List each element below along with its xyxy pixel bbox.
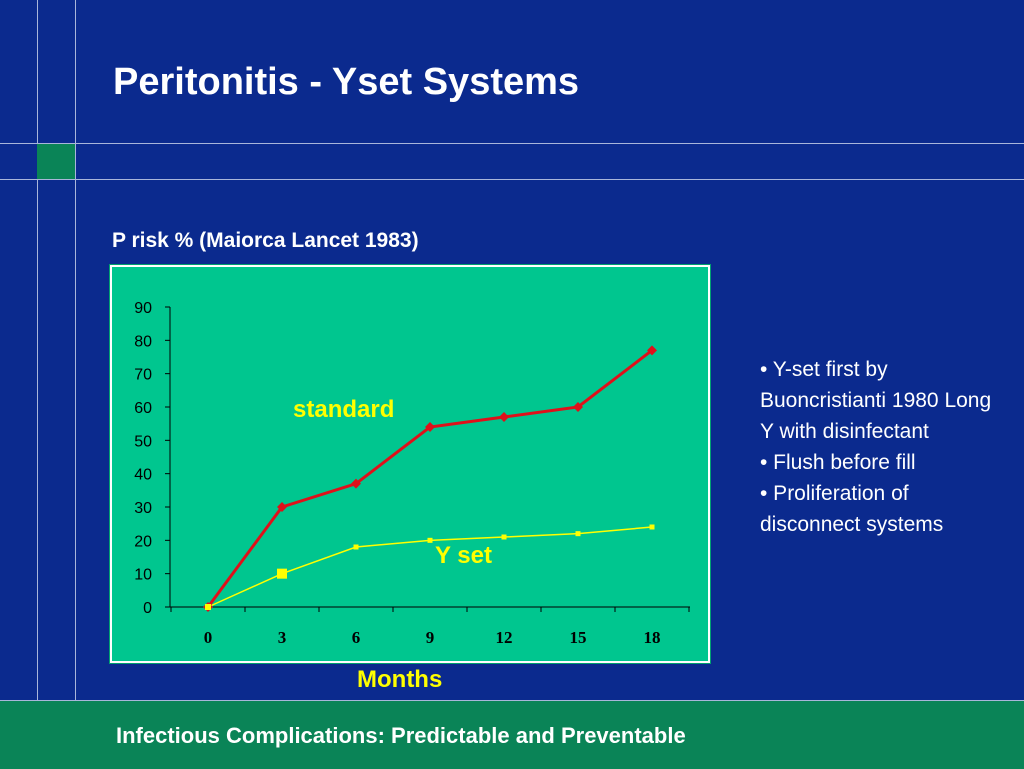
y-tick-label: 50 [134, 433, 152, 450]
data-point-standard [499, 412, 509, 422]
decor-vertical-line-1 [37, 0, 38, 700]
series-label-standard: standard [293, 396, 394, 423]
slide-title: Peritonitis - Yset Systems [113, 61, 580, 103]
y-tick-label: 60 [134, 400, 152, 417]
x-axis-label: Months [357, 666, 443, 693]
x-tick-label: 6 [352, 628, 361, 647]
y-tick-label: 0 [143, 600, 152, 617]
bullet-item-1: • Y-set first by Buoncristianti 1980 Lon… [760, 358, 992, 443]
y-tick-label: 90 [134, 300, 152, 317]
chart-frame: 0 10 20 30 40 50 60 70 80 90 0 3 6 9 12 15 18 standard … [109, 264, 711, 664]
series-label-yset: Y set [435, 542, 492, 569]
footer-band: Infectious Complications: Predictable an… [0, 700, 1024, 769]
data-point-yset [353, 544, 359, 550]
y-tick-label: 70 [134, 367, 152, 384]
x-tick-label: 15 [570, 628, 587, 647]
data-point-yset [575, 531, 581, 537]
bullet-item-3: • Proliferation of disconnect systems [760, 482, 944, 536]
y-tick-label: 40 [134, 467, 152, 484]
data-point-yset [501, 534, 507, 540]
data-point-standard [277, 502, 287, 512]
decor-horizontal-line-1 [0, 143, 1024, 144]
footer-text: Infectious Complications: Predictable an… [116, 723, 686, 748]
data-point-yset [205, 604, 211, 610]
series-layer [203, 345, 657, 612]
y-ticks: 0 10 20 30 40 50 60 70 80 90 [134, 300, 170, 617]
data-point-yset [277, 568, 287, 579]
x-tick-label: 12 [496, 628, 513, 647]
data-point-standard [647, 345, 657, 356]
decor-green-square [37, 144, 75, 179]
decor-vertical-line-2 [75, 0, 76, 700]
chart-title: P risk % (Maiorca Lancet 1983) [112, 229, 419, 252]
x-tick-label: 0 [204, 628, 213, 647]
decor-horizontal-line-2 [0, 179, 1024, 180]
x-tick-label: 3 [278, 628, 287, 647]
x-tick-label: 18 [644, 628, 661, 647]
data-point-yset [427, 537, 433, 543]
y-tick-label: 10 [134, 567, 152, 584]
y-tick-label: 80 [134, 333, 152, 350]
bullet-list: • Y-set first by Buoncristianti 1980 Lon… [760, 354, 1010, 540]
series-line-standard [206, 349, 653, 608]
data-point-standard [351, 478, 361, 489]
y-tick-label: 30 [134, 500, 152, 517]
y-tick-label: 20 [134, 533, 152, 550]
data-point-yset [649, 524, 655, 530]
x-tick-label: 9 [426, 628, 435, 647]
x-ticks: 0 3 6 9 12 15 18 [170, 607, 690, 647]
data-point-standard [425, 422, 435, 432]
data-point-standard [573, 402, 583, 412]
bullet-item-2: • Flush before fill [760, 451, 916, 474]
